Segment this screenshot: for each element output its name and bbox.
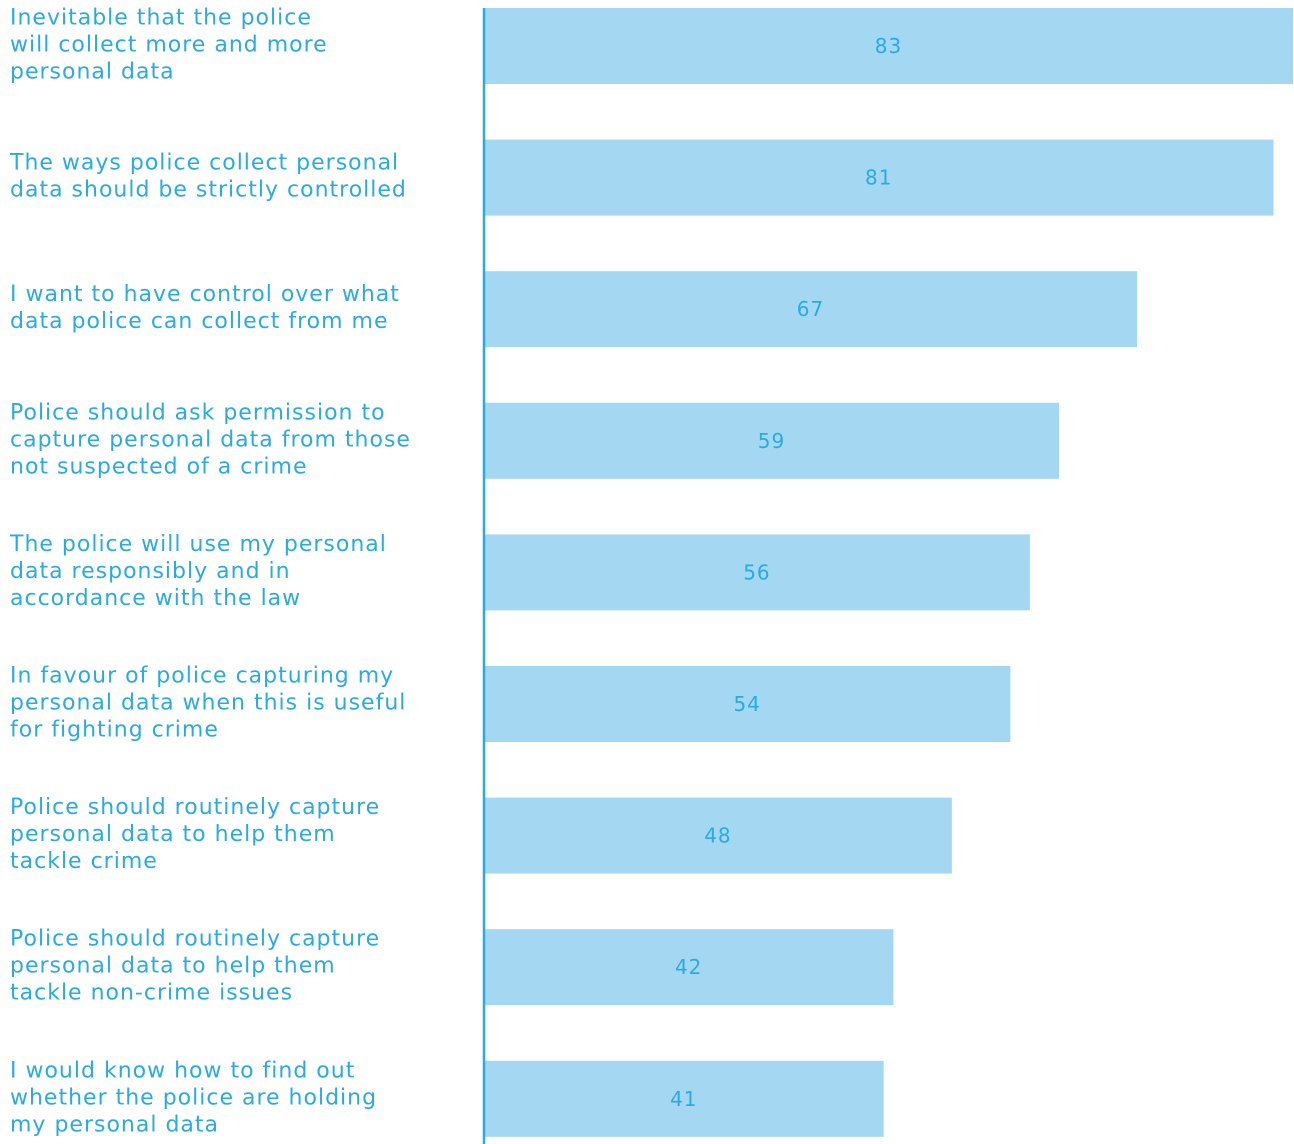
category-label: I would know how to find out whether the …	[10, 1058, 377, 1137]
category-label-line: tackle non-crime issues	[10, 981, 293, 1006]
bar-value-label: 48	[704, 824, 731, 848]
bar-value-label: 54	[733, 692, 760, 716]
category-label-line: Inevitable that the police	[10, 6, 312, 31]
bar-9	[484, 1060, 884, 1137]
bar-value-label: 42	[675, 955, 702, 979]
category-label: The police will use my personal data resp…	[9, 532, 387, 611]
category-label: Police should routinely capture personal …	[10, 795, 380, 874]
category-label: Police should routinely capture personal …	[10, 927, 380, 1006]
category-label-line: not suspected of a crime	[10, 454, 308, 479]
category-label-line: whether the police are holding	[10, 1085, 377, 1110]
category-label: The ways police collect personal data sho…	[9, 151, 407, 203]
bar-value-label: 56	[743, 560, 770, 584]
category-label-line: Police should routinely capture	[10, 927, 380, 952]
category-label-line: for fighting crime	[10, 718, 219, 743]
bar-value-label: 67	[797, 297, 824, 321]
bar-6	[484, 666, 1011, 742]
category-label: Police should ask permission to capture p…	[10, 400, 411, 479]
category-label-line: In favour of police capturing my	[10, 664, 394, 689]
category-label-line: will collect more and more	[10, 33, 328, 58]
category-label-line: Police should routinely capture	[10, 795, 380, 820]
bar-5	[484, 534, 1030, 611]
category-label: I want to have control over what data pol…	[10, 282, 400, 334]
category-label: In favour of police capturing my personal…	[10, 664, 406, 743]
category-label-line: personal data to help them	[10, 822, 336, 847]
category-label-line: accordance with the law	[10, 586, 301, 611]
bar-value-label: 83	[875, 34, 902, 58]
bar-value-label: 41	[670, 1087, 697, 1111]
category-label: Inevitable that the police will collect m…	[10, 6, 328, 85]
bar-8	[484, 929, 894, 1006]
bar-4	[484, 402, 1060, 479]
bar-1	[484, 8, 1293, 84]
category-label-line: data police can collect from me	[10, 309, 389, 334]
category-label-line: Police should ask permission to	[10, 400, 386, 425]
category-label-line: data should be strictly controlled	[10, 178, 407, 203]
category-label-line: The police will use my personal	[9, 532, 387, 557]
category-label-line: personal data to help them	[10, 954, 336, 979]
category-label-line: I would know how to find out	[10, 1058, 355, 1083]
bar-2	[484, 139, 1274, 216]
bar-value-label: 59	[758, 429, 785, 453]
category-label-line: I want to have control over what	[10, 282, 400, 307]
bar-3	[484, 271, 1138, 348]
category-label-line: tackle crime	[10, 849, 158, 874]
category-label-line: my personal data	[10, 1112, 219, 1137]
bar-value-label: 81	[865, 166, 892, 190]
category-label-line: capture personal data from those	[10, 427, 411, 452]
category-label-line: The ways police collect personal	[9, 151, 399, 176]
category-label-line: personal data when this is useful	[10, 691, 406, 716]
category-label-line: data responsibly and in	[10, 559, 291, 584]
bar-7	[484, 797, 952, 874]
category-label-line: personal data	[10, 60, 175, 85]
